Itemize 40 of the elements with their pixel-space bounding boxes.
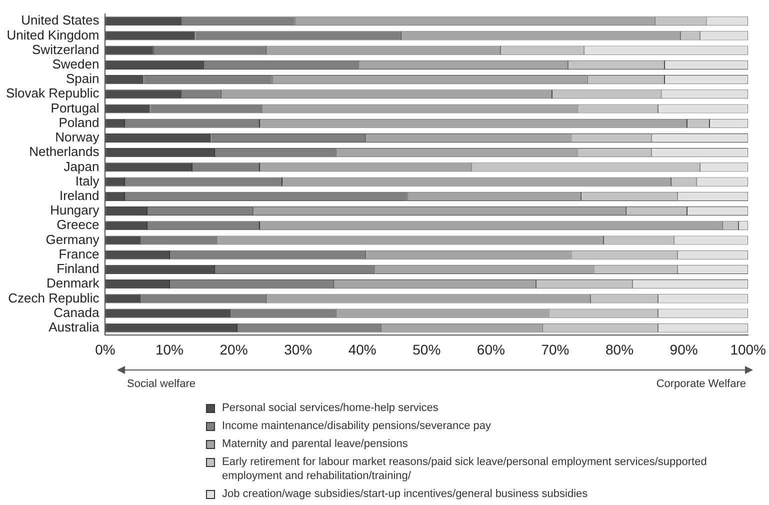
legend-label: Income maintenance/disability pensions/severance pay [222, 419, 492, 433]
y-tick-label: Czech Republic [8, 290, 100, 306]
y-tick-label: Japan [64, 158, 100, 174]
y-tick-label: Ireland [59, 188, 100, 203]
x-tick-label: 60% [476, 341, 505, 358]
text: Corporate Welfare [656, 378, 746, 390]
x-tick-label: 40% [348, 341, 376, 358]
y-tick-label: Hungary [50, 202, 100, 218]
y-tick-label: Netherlands [29, 144, 100, 160]
x-tick-label: 0% [95, 341, 116, 358]
y-tick-label: Italy [75, 173, 100, 188]
y-tick-label: Spain [66, 71, 100, 86]
legend-label: Personal social services/home-help services [222, 401, 438, 415]
x-tick-label: 10% [155, 341, 184, 358]
y-tick-label: United States [21, 12, 100, 28]
y-tick-label: Denmark [46, 276, 100, 291]
y-tick-label: Finland [56, 261, 100, 276]
x-tick-label: 70% [541, 341, 570, 358]
y-tick-label: Poland [58, 114, 100, 130]
legend-label: Maternity and parental leave/pensions [222, 437, 408, 451]
y-tick-label: Germany [46, 232, 100, 247]
y-tick-label: Norway [55, 130, 100, 145]
y-tick-label: Canada [54, 304, 100, 320]
y-tick-label: Sweden [52, 56, 100, 72]
y-tick-label: Switzerland [32, 42, 100, 57]
x-tick-label: 20% [220, 341, 248, 358]
y-tick-label: Greece [56, 217, 100, 232]
text: Social welfare [127, 378, 196, 390]
legend-label: Job creation/wage subsidies/start-up incentives/general business subsidies [222, 487, 588, 501]
x-tick-label: 80% [606, 341, 634, 358]
y-tick-label: Slovak Republic [6, 86, 100, 101]
x-tick-label: 50% [412, 341, 441, 358]
x-tick-label: 90% [670, 341, 698, 358]
x-tick-label: 100% [730, 341, 766, 358]
y-tick-label: France [58, 246, 100, 262]
x-tick-label: 30% [284, 341, 312, 358]
y-tick-label: Portugal [50, 100, 100, 116]
y-tick-label: Australia [48, 319, 100, 334]
legend-label: Early retirement for labour market reasons/paid sick leave/personal employment services/supported employment and rehabilitation/training/ [222, 455, 708, 483]
y-tick-label: United Kingdom [6, 27, 100, 42]
